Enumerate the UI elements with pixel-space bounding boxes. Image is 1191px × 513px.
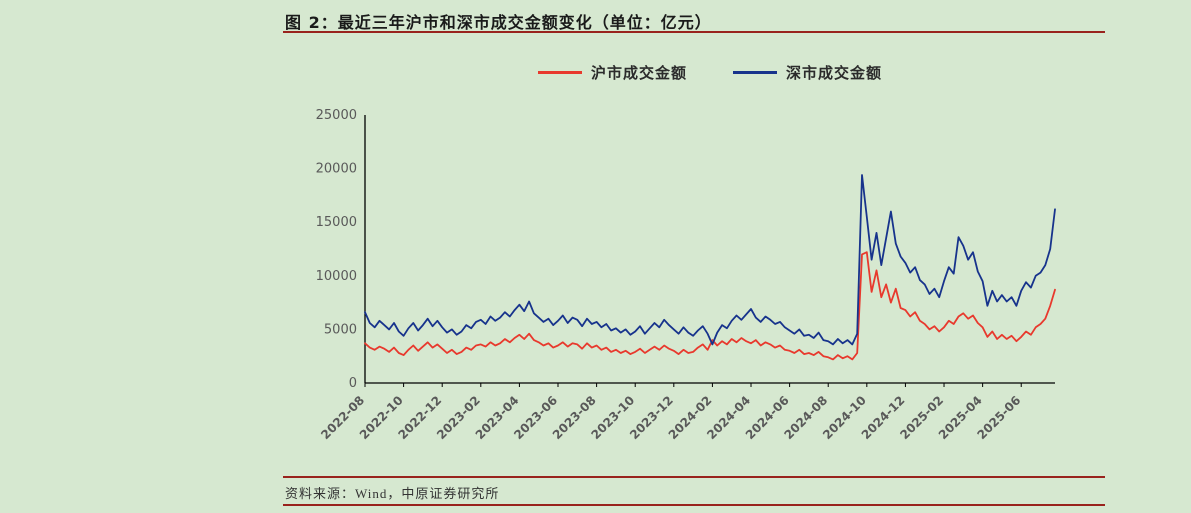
svg-text:5000: 5000 xyxy=(324,322,357,337)
source-text: 资料来源：Wind，中原证券研究所 xyxy=(285,486,500,501)
source-bottom-rule xyxy=(283,504,1105,506)
shanghai-line-swatch xyxy=(537,71,582,74)
svg-text:20000: 20000 xyxy=(316,162,357,177)
source-top-rule xyxy=(283,476,1105,478)
svg-text:15000: 15000 xyxy=(316,215,357,230)
legend-item-shenzhen: 深市成交金额 xyxy=(733,62,882,83)
legend-item-shanghai: 沪市成交金额 xyxy=(537,62,687,83)
turnover-line-chart: 0 5000 10000 15000 20000 25000 2022-08 2022-10 2… xyxy=(300,108,1080,463)
svg-text:0: 0 xyxy=(349,376,357,391)
legend-label-shanghai: 沪市成交金额 xyxy=(590,66,687,82)
svg-text:25000: 25000 xyxy=(316,108,357,123)
figure-title: 图 2：最近三年沪市和深市成交金额变化（单位：亿元） xyxy=(285,13,712,32)
chart-legend: 沪市成交金额 深市成交金额 xyxy=(365,62,1055,83)
title-underline-rule xyxy=(283,31,1105,33)
chart-canvas: 05000100001500020000250002022-082022-102… xyxy=(316,108,1056,442)
shenzhen-line-swatch xyxy=(733,71,777,74)
legend-label-shenzhen: 深市成交金额 xyxy=(786,66,883,82)
svg-text:10000: 10000 xyxy=(316,269,357,284)
